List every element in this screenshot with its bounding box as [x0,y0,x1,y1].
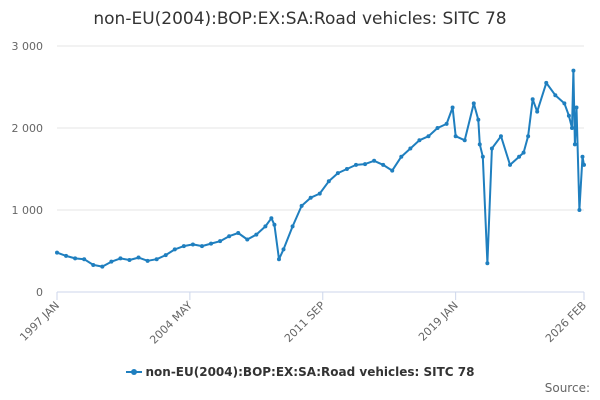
data-point [574,105,579,110]
data-point [444,121,449,126]
data-point [435,126,440,130]
data-point [199,244,204,249]
data-point [582,162,586,167]
data-point [73,256,78,261]
data-point [236,230,241,235]
x-tick-label: 2026 FEB [543,299,589,345]
data-point [462,138,467,143]
data-point [163,253,168,258]
data-point [471,101,476,106]
grid-lines [57,45,584,211]
data-point [508,162,513,167]
x-tick-label: 2019 JAN [416,299,461,344]
data-point [399,154,404,159]
data-point [190,242,195,247]
y-axis-labels: 0 1 000 2 000 3 000 [12,40,44,299]
data-point [353,162,358,167]
data-point [535,109,540,114]
data-point [272,222,277,227]
data-point [477,142,482,147]
legend[interactable]: non-EU(2004):BOP:EX:SA:Road vehicles: SI… [0,365,600,379]
data-point [408,146,413,151]
data-point [127,258,132,263]
legend-line-marker-icon [125,368,142,375]
data-point [118,256,123,261]
chart-title: non-EU(2004):BOP:EX:SA:Road vehicles: SI… [93,9,507,29]
data-point [562,101,567,106]
data-point [335,171,340,176]
y-tick-label: 3 000 [12,40,44,53]
source-credit[interactable]: Source: [544,381,590,395]
data-point [209,241,214,246]
data-point [426,134,431,139]
data-point [526,134,531,139]
y-tick-label: 0 [36,286,43,299]
data-point [489,146,494,151]
data-point [290,224,295,229]
data-point [372,158,377,163]
data-point [521,150,526,155]
data-point [390,168,395,173]
data-point [263,224,268,229]
data-point [227,234,232,239]
x-tick-label: 2011 SEP [282,299,328,345]
data-point [381,162,386,167]
series-group [55,68,586,269]
data-point [64,253,69,258]
x-tick-label: 1997 JAN [17,299,62,344]
y-tick-label: 2 000 [12,122,44,135]
data-point [517,154,522,159]
data-point [55,250,59,255]
data-point [577,208,582,212]
data-point [344,167,349,171]
data-point [276,257,281,262]
data-point [450,105,455,110]
data-point [485,261,490,266]
data-point [136,255,141,260]
y-tick-label: 1 000 [12,204,44,217]
series-line [56,69,585,268]
x-axis-labels: 1997 JAN 2004 MAY 2011 SEP 2019 JAN 2026 FEB [17,299,589,347]
data-point [145,258,150,263]
data-point [453,134,458,139]
data-point [154,257,159,262]
x-tick-label: 2004 MAY [147,299,195,347]
data-point [571,68,576,73]
data-point [91,262,96,267]
data-point [100,264,105,269]
data-point [498,134,503,139]
data-point [308,195,313,200]
data-point [254,232,259,237]
data-point [572,142,577,147]
data-point [530,97,535,102]
data-point [299,203,304,208]
data-point [269,216,274,221]
data-point [317,191,322,196]
data-point [181,244,186,249]
data-point [480,154,485,159]
data-point [544,80,549,85]
data-point [580,154,585,159]
data-point [281,247,286,252]
data-point [569,126,574,130]
data-point [172,247,177,252]
data-point [245,237,250,242]
legend-label: non-EU(2004):BOP:EX:SA:Road vehicles: SI… [145,365,475,379]
data-point [476,117,481,122]
data-point [553,93,558,98]
data-point [363,162,368,167]
data-point [109,259,114,264]
data-point [218,239,223,244]
data-point [566,113,571,118]
data-point [326,179,331,184]
data-point [82,257,87,262]
data-point [417,138,422,143]
x-axis [56,291,585,300]
